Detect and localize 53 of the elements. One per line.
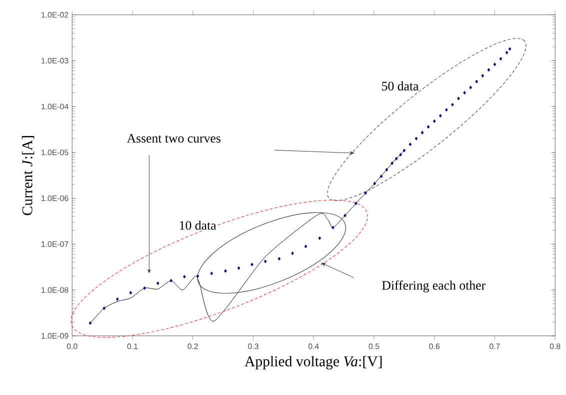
point (88, 321, 92, 325)
point (426, 125, 430, 129)
point (129, 290, 132, 294)
point (487, 68, 490, 72)
point (408, 142, 412, 146)
point (414, 136, 418, 140)
point (457, 96, 460, 100)
point (380, 174, 383, 178)
point (250, 262, 254, 266)
x-axis-title: Applied voltage Va:[V] (244, 356, 382, 370)
point (344, 214, 346, 218)
point (237, 266, 240, 270)
point (451, 102, 454, 106)
point (390, 161, 394, 165)
point (505, 50, 508, 54)
annotation: Assent two curves (126, 134, 220, 143)
point (463, 90, 466, 94)
point (264, 260, 267, 264)
point (170, 278, 173, 282)
point (196, 274, 200, 278)
point (399, 152, 402, 156)
point (354, 202, 358, 206)
annotation: 50 data (382, 81, 419, 90)
point (210, 272, 213, 276)
y-axis-title: Current J:[A] (22, 136, 34, 216)
point (102, 306, 106, 310)
point (318, 236, 322, 240)
point (508, 47, 512, 51)
point (183, 274, 186, 278)
point (402, 148, 406, 152)
point (364, 191, 367, 195)
point (493, 62, 496, 66)
point (373, 182, 376, 186)
point (445, 108, 448, 112)
point (116, 297, 119, 301)
point (394, 156, 398, 160)
point (475, 80, 478, 84)
point (439, 114, 442, 118)
annotation: Differing each other (382, 280, 486, 292)
point (304, 244, 308, 248)
point (481, 74, 484, 78)
point (224, 269, 227, 273)
point (291, 252, 294, 256)
point (156, 281, 160, 286)
point (332, 226, 334, 230)
point (143, 286, 146, 290)
point (469, 86, 472, 90)
point (278, 256, 281, 260)
point (499, 56, 502, 61)
point (432, 119, 436, 123)
point (420, 130, 424, 134)
point (385, 168, 388, 172)
annotation: 10 data (180, 220, 216, 230)
